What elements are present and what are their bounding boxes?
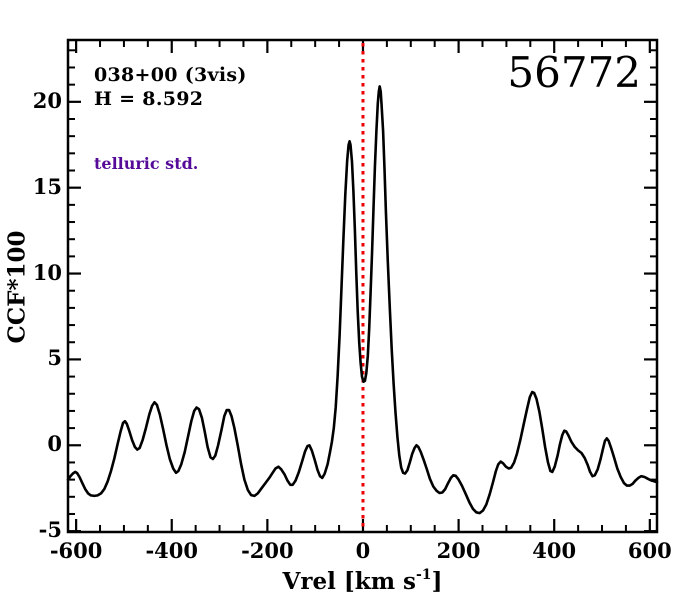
x-tick-label: 0 <box>355 538 371 563</box>
x-tick-label: -600 <box>49 538 103 563</box>
x-tick-label: -400 <box>145 538 199 563</box>
y-tick-label: 5 <box>47 345 62 371</box>
y-tick-label: 0 <box>47 431 62 457</box>
x-axis-title-suffix: ] <box>431 568 443 595</box>
star-id-label: 56772 <box>507 48 641 97</box>
x-axis-title-text: Vrel [km s <box>282 568 416 595</box>
field-id-annotation: 038+00 (3vis) <box>94 64 247 86</box>
y-tick-label: 20 <box>32 87 62 113</box>
y-axis-title: CCF*100 <box>3 230 31 344</box>
y-tick-label: 10 <box>32 259 62 285</box>
h-magnitude-annotation: H = 8.592 <box>94 88 204 110</box>
ccf-curve <box>66 85 659 515</box>
x-tick-label: 200 <box>436 538 481 563</box>
y-tick-label: 15 <box>32 173 62 199</box>
x-tick-label: 400 <box>532 538 577 563</box>
y-tick-label: -5 <box>38 517 62 543</box>
plot-frame <box>66 38 659 534</box>
telluric-std-annotation: telluric std. <box>94 154 199 173</box>
x-tick-label: -200 <box>241 538 294 563</box>
x-tick-label: 600 <box>627 538 672 563</box>
x-axis-title-superscript: -1 <box>416 567 432 584</box>
x-axis-title: Vrel [km s-1] <box>0 567 675 595</box>
